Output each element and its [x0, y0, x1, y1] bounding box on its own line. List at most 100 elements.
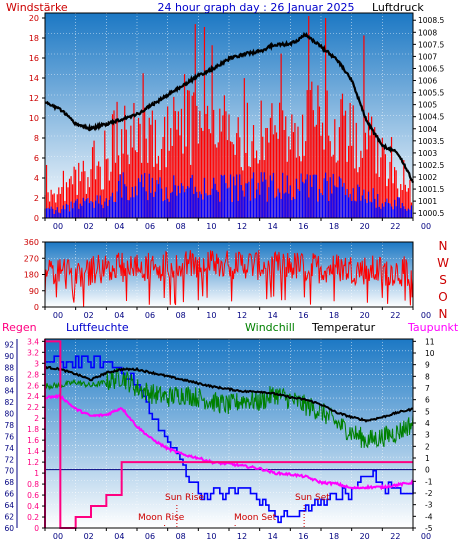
direction-x-tick-label: 02: [84, 311, 94, 320]
temperature-y-tick-label: 10: [425, 349, 435, 358]
humidity-y-tick-label: 78: [4, 421, 14, 430]
wind-x-tick-label: 16: [298, 222, 308, 231]
rain-y-tick-label: 2: [34, 414, 39, 423]
wind-y-tick-label: 4: [34, 174, 39, 183]
humidity-y-tick-label: 76: [4, 432, 14, 441]
wind-y-tick-label: 16: [29, 54, 39, 63]
humidity-y-tick-label: 74: [4, 444, 14, 453]
humidity-x-tick-label: 18: [329, 532, 339, 541]
moon-rise-label: Moon Rise: [138, 513, 185, 523]
temperature-y-tick-label: 9: [425, 361, 430, 370]
direction-label-n-bottom: N: [439, 307, 448, 321]
direction-label-s: S: [439, 273, 447, 287]
direction-x-tick-label: 10: [206, 311, 216, 320]
direction-x-tick-label: 12: [237, 311, 247, 320]
temperature-y-tick-label: -3: [425, 501, 433, 510]
direction-x-tick-label: 14: [268, 311, 278, 320]
wind-y-tick-label: 18: [29, 34, 39, 43]
pressure-y-tick-label: 1001: [418, 197, 437, 206]
wind-x-tick-label: 12: [237, 222, 247, 231]
pressure-y-tick-label: 1007.5: [418, 40, 444, 49]
header-title: 24 hour graph day : 26 Januar 2025: [158, 1, 355, 14]
pressure-y-tick-label: 1005.5: [418, 89, 444, 98]
temperature-y-tick-label: 3: [425, 431, 430, 440]
sun-rise-label: Sun Rise: [165, 493, 204, 503]
humidity-y-tick-label: 92: [4, 341, 14, 350]
pressure-y-tick-label: 1001.5: [418, 185, 444, 194]
humidity-y-tick-label: 66: [4, 490, 14, 499]
wind-x-tick-label: 18: [329, 222, 339, 231]
humidity-x-tick-label: 00: [421, 532, 431, 541]
direction-label-o: O: [438, 290, 447, 304]
wind-direction-line: [44, 250, 414, 308]
header-left-label: Windstärke: [6, 1, 68, 14]
temperature-y-tick-label: 1: [425, 454, 430, 463]
wind-x-tick-label: 08: [176, 222, 186, 231]
humidity-y-tick-label: 86: [4, 375, 14, 384]
pressure-y-tick-label: 1000.5: [418, 209, 444, 218]
temperature-y-tick-label: -2: [425, 489, 433, 498]
humidity-y-tick-label: 64: [4, 501, 14, 510]
temperature-y-tick-label: 0: [425, 466, 430, 475]
wind-y-tick-label: 2: [34, 194, 39, 203]
wind-y-tick-label: 0: [34, 214, 39, 223]
humidity-y-tick-label: 80: [4, 409, 14, 418]
rain-y-tick-label: 1: [34, 469, 39, 478]
humidity-x-tick-label: 14: [268, 532, 278, 541]
humidity-x-tick-label: 00: [53, 532, 63, 541]
direction-y-tick-label: 0: [34, 303, 39, 312]
wind-x-tick-label: 06: [145, 222, 155, 231]
wind-y-tick-label: 8: [34, 134, 39, 143]
direction-x-tick-label: 20: [360, 311, 370, 320]
direction-x-tick-label: 08: [176, 311, 186, 320]
humidity-y-tick-label: 90: [4, 352, 14, 361]
pressure-y-tick-label: 1004.5: [418, 113, 444, 122]
temperature-y-tick-label: -5: [425, 524, 433, 533]
humidity-x-tick-label: 12: [237, 532, 247, 541]
rain-y-tick-label: 3.4: [27, 337, 39, 346]
rain-y-tick-label: 0.8: [27, 480, 39, 489]
temperature-y-tick-label: -4: [425, 512, 433, 521]
rain-line: [44, 340, 413, 529]
wind-y-tick-label: 14: [29, 74, 39, 83]
temperature-line: [44, 365, 414, 423]
humidity-x-tick-label: 08: [176, 532, 186, 541]
rain-y-tick-label: 0: [34, 524, 39, 533]
rain-y-tick-label: 0.6: [27, 491, 39, 500]
pressure-y-tick-label: 1002.5: [418, 161, 444, 170]
moon-set-label: Moon Set: [234, 513, 277, 523]
rain-y-tick-label: 3: [34, 359, 39, 368]
humidity-x-tick-label: 16: [298, 532, 308, 541]
pressure-y-tick-label: 1008: [418, 28, 437, 37]
pressure-y-tick-label: 1008.5: [418, 16, 444, 25]
pressure-y-tick-label: 1007: [418, 52, 437, 61]
wind-x-tick-label: 22: [390, 222, 400, 231]
pressure-y-tick-label: 1002: [418, 173, 437, 182]
direction-y-tick-label: 360: [24, 238, 39, 247]
pressure-y-tick-label: 1006.5: [418, 64, 444, 73]
header-right-label: Luftdruck: [372, 1, 424, 14]
pressure-y-tick-label: 1003: [418, 149, 437, 158]
temperatur-label: Temperatur: [311, 321, 376, 334]
direction-label-n-top: N: [439, 239, 448, 253]
temperature-y-tick-label: 2: [425, 442, 430, 451]
rain-y-tick-label: 1.4: [27, 447, 39, 456]
temperature-y-tick-label: 11: [425, 337, 435, 346]
rain-y-tick-label: 0.4: [27, 502, 39, 511]
direction-x-tick-label: 00: [421, 311, 431, 320]
pressure-y-tick-label: 1003.5: [418, 137, 444, 146]
dewpoint-line: [44, 393, 414, 491]
pressure-y-tick-label: 1004: [418, 125, 437, 134]
rain-y-tick-label: 2.2: [27, 403, 39, 412]
temperature-y-tick-label: 8: [425, 372, 430, 381]
direction-y-tick-label: 90: [29, 287, 39, 296]
direction-x-tick-label: 00: [53, 311, 63, 320]
humidity-y-tick-label: 88: [4, 364, 14, 373]
humidity-x-tick-label: 02: [84, 532, 94, 541]
pressure-y-tick-label: 1005: [418, 101, 437, 110]
rain-y-tick-label: 2.6: [27, 381, 39, 390]
humidity-line: [45, 355, 414, 524]
humidity-y-tick-label: 72: [4, 455, 14, 464]
humidity-y-tick-label: 70: [4, 467, 14, 476]
wind-y-tick-label: 10: [29, 114, 39, 123]
